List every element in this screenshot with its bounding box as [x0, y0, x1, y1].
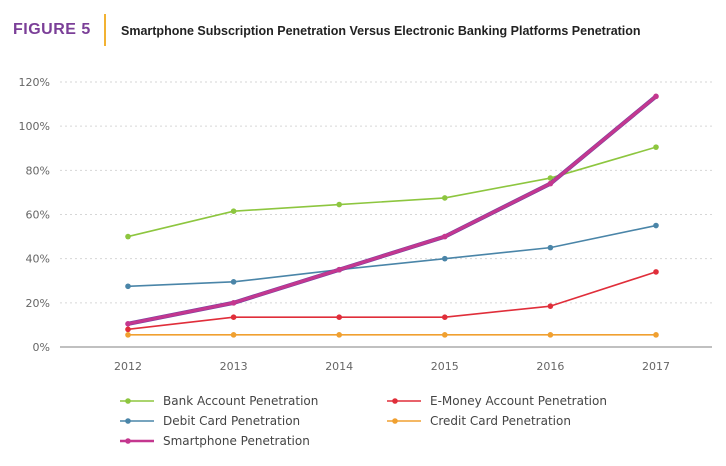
data-point — [230, 208, 237, 214]
legend-swatch-dot — [125, 438, 131, 444]
data-point — [230, 279, 237, 285]
data-point — [125, 283, 131, 290]
legend-label: E-Money Account Penetration — [430, 394, 607, 408]
data-point — [336, 332, 343, 338]
y-tick-label: 40% — [26, 253, 50, 266]
data-point — [653, 269, 659, 275]
data-point — [442, 195, 448, 201]
x-tick-label: 2015 — [431, 360, 459, 373]
data-point — [125, 233, 131, 240]
legend-label: Bank Account Penetration — [163, 394, 318, 408]
data-point — [547, 332, 554, 338]
figure-title: Smartphone Subscription Penetration Vers… — [121, 24, 641, 38]
series-line — [127, 95, 658, 326]
data-point — [442, 332, 448, 338]
data-point — [653, 93, 659, 100]
data-point — [336, 314, 343, 320]
data-point — [336, 201, 343, 208]
header-divider — [104, 14, 106, 46]
data-point — [442, 233, 448, 240]
legend-swatch-dot — [392, 398, 398, 404]
data-point — [547, 303, 554, 309]
data-point — [125, 332, 131, 338]
x-tick-label: 2013 — [220, 360, 248, 373]
x-tick-label: 2017 — [642, 360, 670, 373]
series-line-shadow — [127, 94, 658, 326]
series-line — [127, 146, 657, 238]
y-tick-label: 20% — [26, 297, 50, 310]
y-tick-label: 120% — [19, 76, 50, 89]
figure-label: FIGURE 5 — [13, 21, 91, 38]
series-line — [127, 271, 657, 331]
data-point — [125, 326, 131, 333]
data-point — [547, 244, 554, 251]
data-point — [336, 266, 343, 273]
data-point — [653, 332, 659, 338]
data-point — [230, 300, 237, 306]
x-tick-label: 2016 — [536, 360, 564, 373]
data-point — [230, 332, 237, 338]
data-point — [653, 144, 659, 150]
legend-label: Debit Card Penetration — [163, 414, 300, 428]
y-tick-label: 100% — [19, 120, 50, 133]
legend-swatch-dot — [392, 418, 398, 424]
y-tick-label: 60% — [26, 209, 50, 222]
data-point — [653, 222, 659, 229]
series-line — [127, 224, 657, 288]
legend-swatch-dot — [125, 418, 131, 424]
y-tick-label: 0% — [33, 341, 50, 354]
legend-label: Credit Card Penetration — [430, 414, 571, 428]
x-tick-label: 2012 — [114, 360, 142, 373]
data-point — [442, 314, 448, 320]
legend-swatch-dot — [125, 398, 131, 404]
data-point — [230, 314, 237, 320]
legend-label: Smartphone Penetration — [163, 434, 310, 448]
data-point — [547, 180, 554, 187]
y-tick-label: 80% — [26, 164, 50, 177]
data-point — [442, 255, 448, 262]
data-point — [125, 321, 131, 327]
figure-header: FIGURE 5 Smartphone Subscription Penetra… — [0, 0, 726, 60]
data-point — [547, 175, 554, 181]
x-tick-label: 2014 — [325, 360, 353, 373]
